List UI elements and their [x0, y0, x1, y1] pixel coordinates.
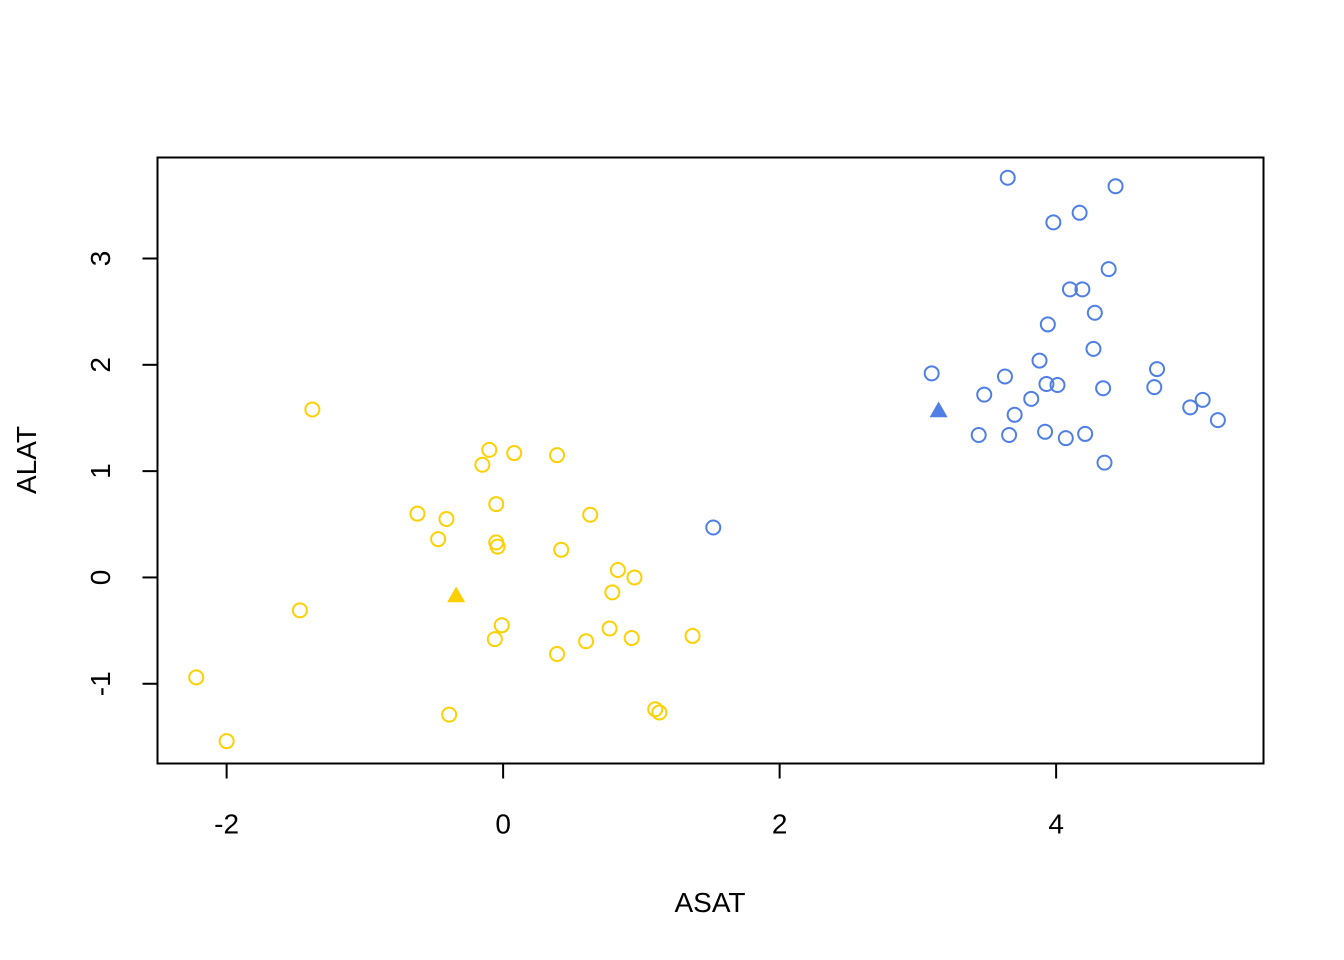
- data-point: [923, 365, 940, 382]
- data-point: [409, 505, 426, 522]
- data-point: [1085, 340, 1102, 357]
- data-point: [1149, 361, 1166, 378]
- data-point: [1006, 406, 1023, 423]
- data-point: [1057, 430, 1074, 447]
- data-point: [976, 386, 993, 403]
- data-point: [578, 633, 595, 650]
- center-marker: [929, 401, 948, 418]
- data-point: [1100, 261, 1117, 278]
- center-marker: [447, 586, 466, 603]
- data-point: [651, 704, 668, 721]
- data-point: [604, 584, 621, 601]
- data-point: [601, 620, 618, 637]
- data-point: [291, 602, 308, 619]
- data-point: [970, 426, 987, 443]
- data-point: [430, 531, 447, 548]
- data-point: [218, 733, 235, 750]
- data-point: [1061, 281, 1078, 298]
- x-tick-label: 4: [1048, 809, 1064, 840]
- data-point: [1194, 391, 1211, 408]
- data-point: [549, 645, 566, 662]
- x-tick-label: 2: [772, 809, 788, 840]
- data-point: [647, 701, 664, 718]
- y-tick-label: 0: [85, 570, 116, 586]
- plot-frame: [156, 156, 1265, 765]
- data-point: [1182, 399, 1199, 416]
- data-point: [1037, 423, 1054, 440]
- center-markers: [447, 401, 948, 603]
- data-point: [438, 510, 455, 527]
- data-point: [1023, 390, 1040, 407]
- data-point: [188, 669, 205, 686]
- data-point: [1031, 352, 1048, 369]
- data-point: [684, 627, 701, 644]
- data-point: [1071, 204, 1088, 221]
- x-tick-label: 0: [495, 809, 511, 840]
- data-point: [489, 538, 506, 555]
- x-axis-label: ASAT: [674, 887, 745, 918]
- data-point: [996, 368, 1013, 385]
- y-tick-label: 3: [85, 251, 116, 267]
- data-point: [441, 706, 458, 723]
- data-point: [1086, 304, 1103, 321]
- data-point: [1038, 375, 1055, 392]
- data-point: [549, 447, 566, 464]
- data-point: [488, 496, 505, 513]
- data-point: [553, 541, 570, 558]
- data-point: [481, 441, 498, 458]
- data-point: [1146, 379, 1163, 396]
- data-point: [582, 506, 599, 523]
- data-point: [626, 569, 643, 586]
- data-point: [999, 169, 1016, 186]
- data-point: [1074, 281, 1091, 298]
- data-points: [188, 169, 1226, 750]
- data-point: [1001, 426, 1018, 443]
- data-point: [304, 401, 321, 418]
- y-tick-label: -1: [85, 671, 116, 696]
- data-point: [486, 631, 503, 648]
- data-point: [1095, 380, 1112, 397]
- data-point: [1096, 454, 1113, 471]
- data-point: [1107, 178, 1124, 195]
- y-tick-label: 2: [85, 357, 116, 373]
- y-axis-label: ALAT: [11, 426, 42, 494]
- x-tick-label: -2: [214, 809, 239, 840]
- data-point: [1077, 425, 1094, 442]
- y-tick-label: 1: [85, 463, 116, 479]
- data-point: [623, 630, 640, 647]
- data-point: [609, 562, 626, 579]
- data-point: [1049, 377, 1066, 394]
- data-point: [1209, 412, 1226, 429]
- data-point: [493, 617, 510, 634]
- data-point: [1039, 316, 1056, 333]
- data-point: [705, 519, 722, 536]
- data-point: [474, 456, 491, 473]
- data-point: [1045, 214, 1062, 231]
- data-point: [506, 445, 523, 462]
